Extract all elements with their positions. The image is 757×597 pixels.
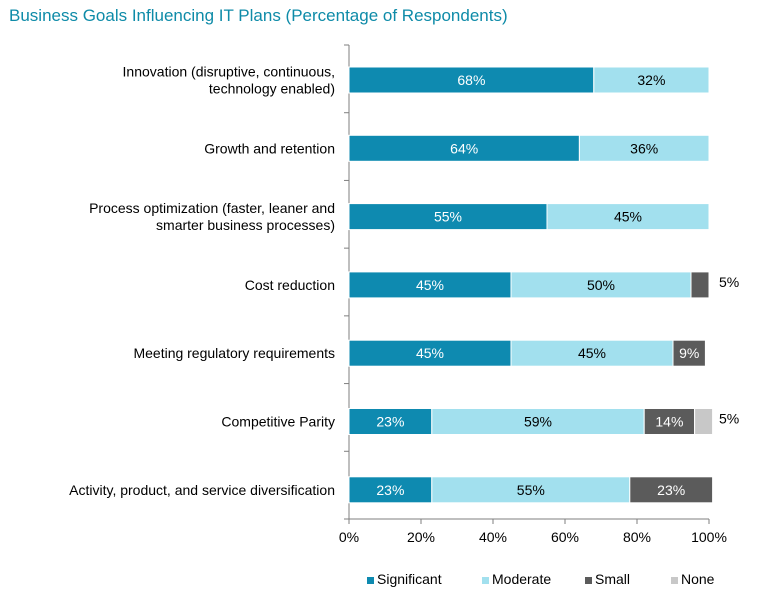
bar-segment-moderate <box>593 66 710 94</box>
legend-swatch-moderate <box>482 577 489 584</box>
category-label: Competitive Parity <box>221 414 335 430</box>
bar-segment-small <box>643 408 696 435</box>
category-label: Meeting regulatory requirements <box>133 345 335 361</box>
x-tick-label: 80% <box>623 529 651 545</box>
data-label: 36% <box>630 140 658 156</box>
data-label: 9% <box>679 345 699 361</box>
x-tick-label: 40% <box>479 529 507 545</box>
data-label: 68% <box>457 72 485 88</box>
data-label: 45% <box>578 345 606 361</box>
bar-segment-moderate <box>431 476 631 504</box>
legend-swatch-small <box>585 577 592 584</box>
bar-segment-significant <box>348 339 512 367</box>
data-label: 55% <box>517 482 545 498</box>
data-label: 59% <box>524 414 552 430</box>
legend-swatch-significant <box>367 577 374 584</box>
data-label: 45% <box>614 209 642 225</box>
data-label: 23% <box>657 482 685 498</box>
category-label: Innovation (disruptive, continuous, <box>123 64 335 80</box>
bar-segment-small <box>629 476 714 504</box>
bar-segment-small <box>672 339 706 367</box>
x-tick-label: 60% <box>551 529 579 545</box>
data-label: 50% <box>587 277 615 293</box>
bar-segment-significant <box>348 66 595 94</box>
bar-segment-significant <box>348 476 433 504</box>
data-label: 14% <box>655 414 683 430</box>
data-label: 32% <box>637 72 665 88</box>
legend-label-small: Small <box>595 571 630 587</box>
data-label: 64% <box>450 140 478 156</box>
data-label: 23% <box>376 414 404 430</box>
x-tick-label: 100% <box>691 529 727 545</box>
data-label: 45% <box>416 277 444 293</box>
bar-segment-moderate <box>546 203 710 231</box>
legend-swatch-none <box>671 577 678 584</box>
legend-label-none: None <box>681 571 715 587</box>
data-label: 23% <box>376 482 404 498</box>
legend-label-moderate: Moderate <box>492 571 551 587</box>
bar-segment-small <box>690 271 710 299</box>
category-label: Cost reduction <box>245 277 335 293</box>
x-tick-label: 20% <box>407 529 435 545</box>
category-label: technology enabled) <box>209 81 335 97</box>
data-label: 45% <box>416 345 444 361</box>
data-label: 5% <box>719 411 739 427</box>
data-label: 5% <box>719 274 739 290</box>
bar-segment-significant <box>348 271 512 299</box>
data-label: 55% <box>434 209 462 225</box>
bar-segment-moderate <box>431 408 645 435</box>
bar-segment-none <box>694 408 714 435</box>
chart-title: Business Goals Influencing IT Plans (Per… <box>9 6 508 25</box>
bar-segment-moderate <box>578 134 710 162</box>
category-label: Activity, product, and service diversifi… <box>69 482 335 498</box>
category-label: smarter business processes) <box>156 217 335 233</box>
bar-segment-moderate <box>510 271 692 299</box>
legend-label-significant: Significant <box>377 571 442 587</box>
category-label: Growth and retention <box>204 140 335 156</box>
bar-segment-significant <box>348 203 548 231</box>
x-tick-label: 0% <box>339 529 359 545</box>
bar-segment-significant <box>348 134 580 162</box>
category-label: Process optimization (faster, leaner and <box>89 200 335 216</box>
